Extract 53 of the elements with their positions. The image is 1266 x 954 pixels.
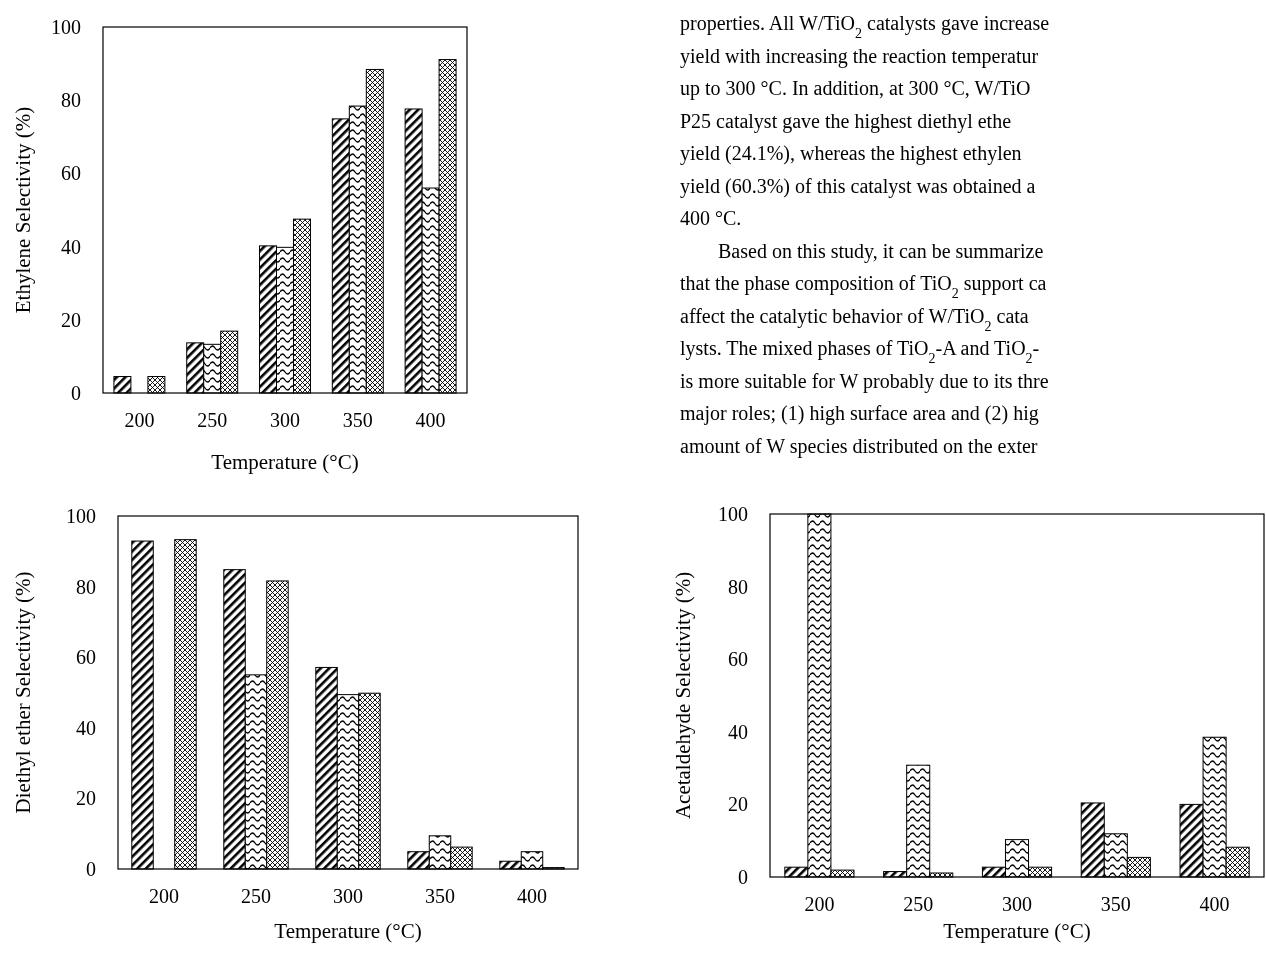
y-tick-label: 40	[61, 235, 81, 258]
x-tick-label: 400	[415, 409, 446, 431]
text: affect the catalytic behavior of W/TiO$_{2}$ cata	[680, 304, 1029, 333]
x-axis-title: Temperature (°C)	[211, 450, 359, 474]
x-tick-label: 200	[804, 893, 835, 915]
text: amount of W species distributed on the exter	[680, 434, 1038, 458]
x-tick-label: 250	[241, 885, 271, 907]
x-tick-label: 350	[342, 409, 373, 431]
y-tick-label: 60	[61, 162, 81, 185]
x-tick-label: 200	[124, 409, 155, 431]
y-tick-label: 60	[728, 648, 748, 671]
y-tick-label: 0	[86, 858, 96, 880]
y-tick-label: 0	[71, 382, 81, 404]
text: P25 catalyst gave the highest diethyl ethe	[680, 109, 1012, 133]
x-tick-label: 300	[333, 885, 363, 907]
y-tick-label: 60	[76, 646, 96, 669]
x-tick-label: 250	[903, 893, 934, 915]
x-tick-label: 350	[425, 885, 455, 907]
x-tick-label: 400	[1199, 893, 1230, 915]
y-tick-label: 20	[61, 308, 81, 331]
y-tick-label: 40	[728, 720, 748, 743]
text: properties. All W/TiO$_{2}$ catalysts gave increase	[680, 12, 1050, 41]
y-tick-label: 0	[738, 866, 748, 888]
x-axis-title: Temperature (°C)	[274, 919, 422, 943]
x-tick-label: 350	[1100, 893, 1131, 915]
y-tick-label: 100	[66, 505, 96, 527]
text: up to 300 °C. In addition, at 300 °C, W/TiO	[680, 77, 1031, 100]
x-tick-label: 300	[270, 409, 300, 431]
y-axis-title: Ethylene Selectivity (%)	[11, 106, 35, 314]
x-tick-label: 400	[517, 885, 547, 907]
x-tick-label: 250	[197, 409, 228, 431]
y-tick-label: 80	[76, 575, 96, 598]
x-tick-label: 200	[149, 885, 179, 907]
text: major roles; (1) high surface area and (2) hig	[680, 402, 1039, 425]
x-axis-title: Temperature (°C)	[943, 919, 1091, 943]
text: lysts. The mixed phases of TiO$_{2}$-A and TiO$_{2}$-	[680, 337, 1040, 366]
y-tick-label: 40	[76, 716, 96, 739]
y-tick-label: 80	[61, 89, 81, 112]
text: yield with increasing the reaction temperatur	[680, 44, 1039, 68]
y-tick-label: 100	[51, 16, 81, 38]
text: 400 °C.	[680, 207, 742, 229]
x-tick-label: 300	[1002, 893, 1032, 915]
y-tick-label: 80	[728, 575, 748, 598]
text: Based on this study, it can be summarize	[718, 239, 1044, 263]
text: yield (24.1%), whereas the highest ethylen	[680, 142, 1022, 165]
y-tick-label: 20	[728, 793, 748, 816]
text: that the phase composition of TiO$_{2}$ support ca	[680, 272, 1047, 301]
y-tick-label: 20	[76, 787, 96, 810]
text: is more suitable for W probably due to its thre	[680, 369, 1049, 393]
y-axis-title: Diethyl ether Selectivity (%)	[11, 571, 35, 814]
text: yield (60.3%) of this catalyst was obtained a	[680, 174, 1036, 198]
y-tick-label: 100	[718, 503, 748, 525]
y-axis-title: Acetaldehyde Selectivity (%)	[671, 571, 695, 820]
